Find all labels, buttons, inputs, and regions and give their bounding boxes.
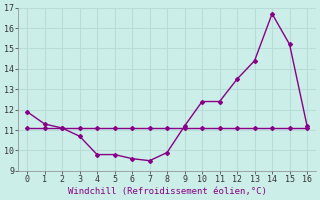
X-axis label: Windchill (Refroidissement éolien,°C): Windchill (Refroidissement éolien,°C) [68, 187, 267, 196]
